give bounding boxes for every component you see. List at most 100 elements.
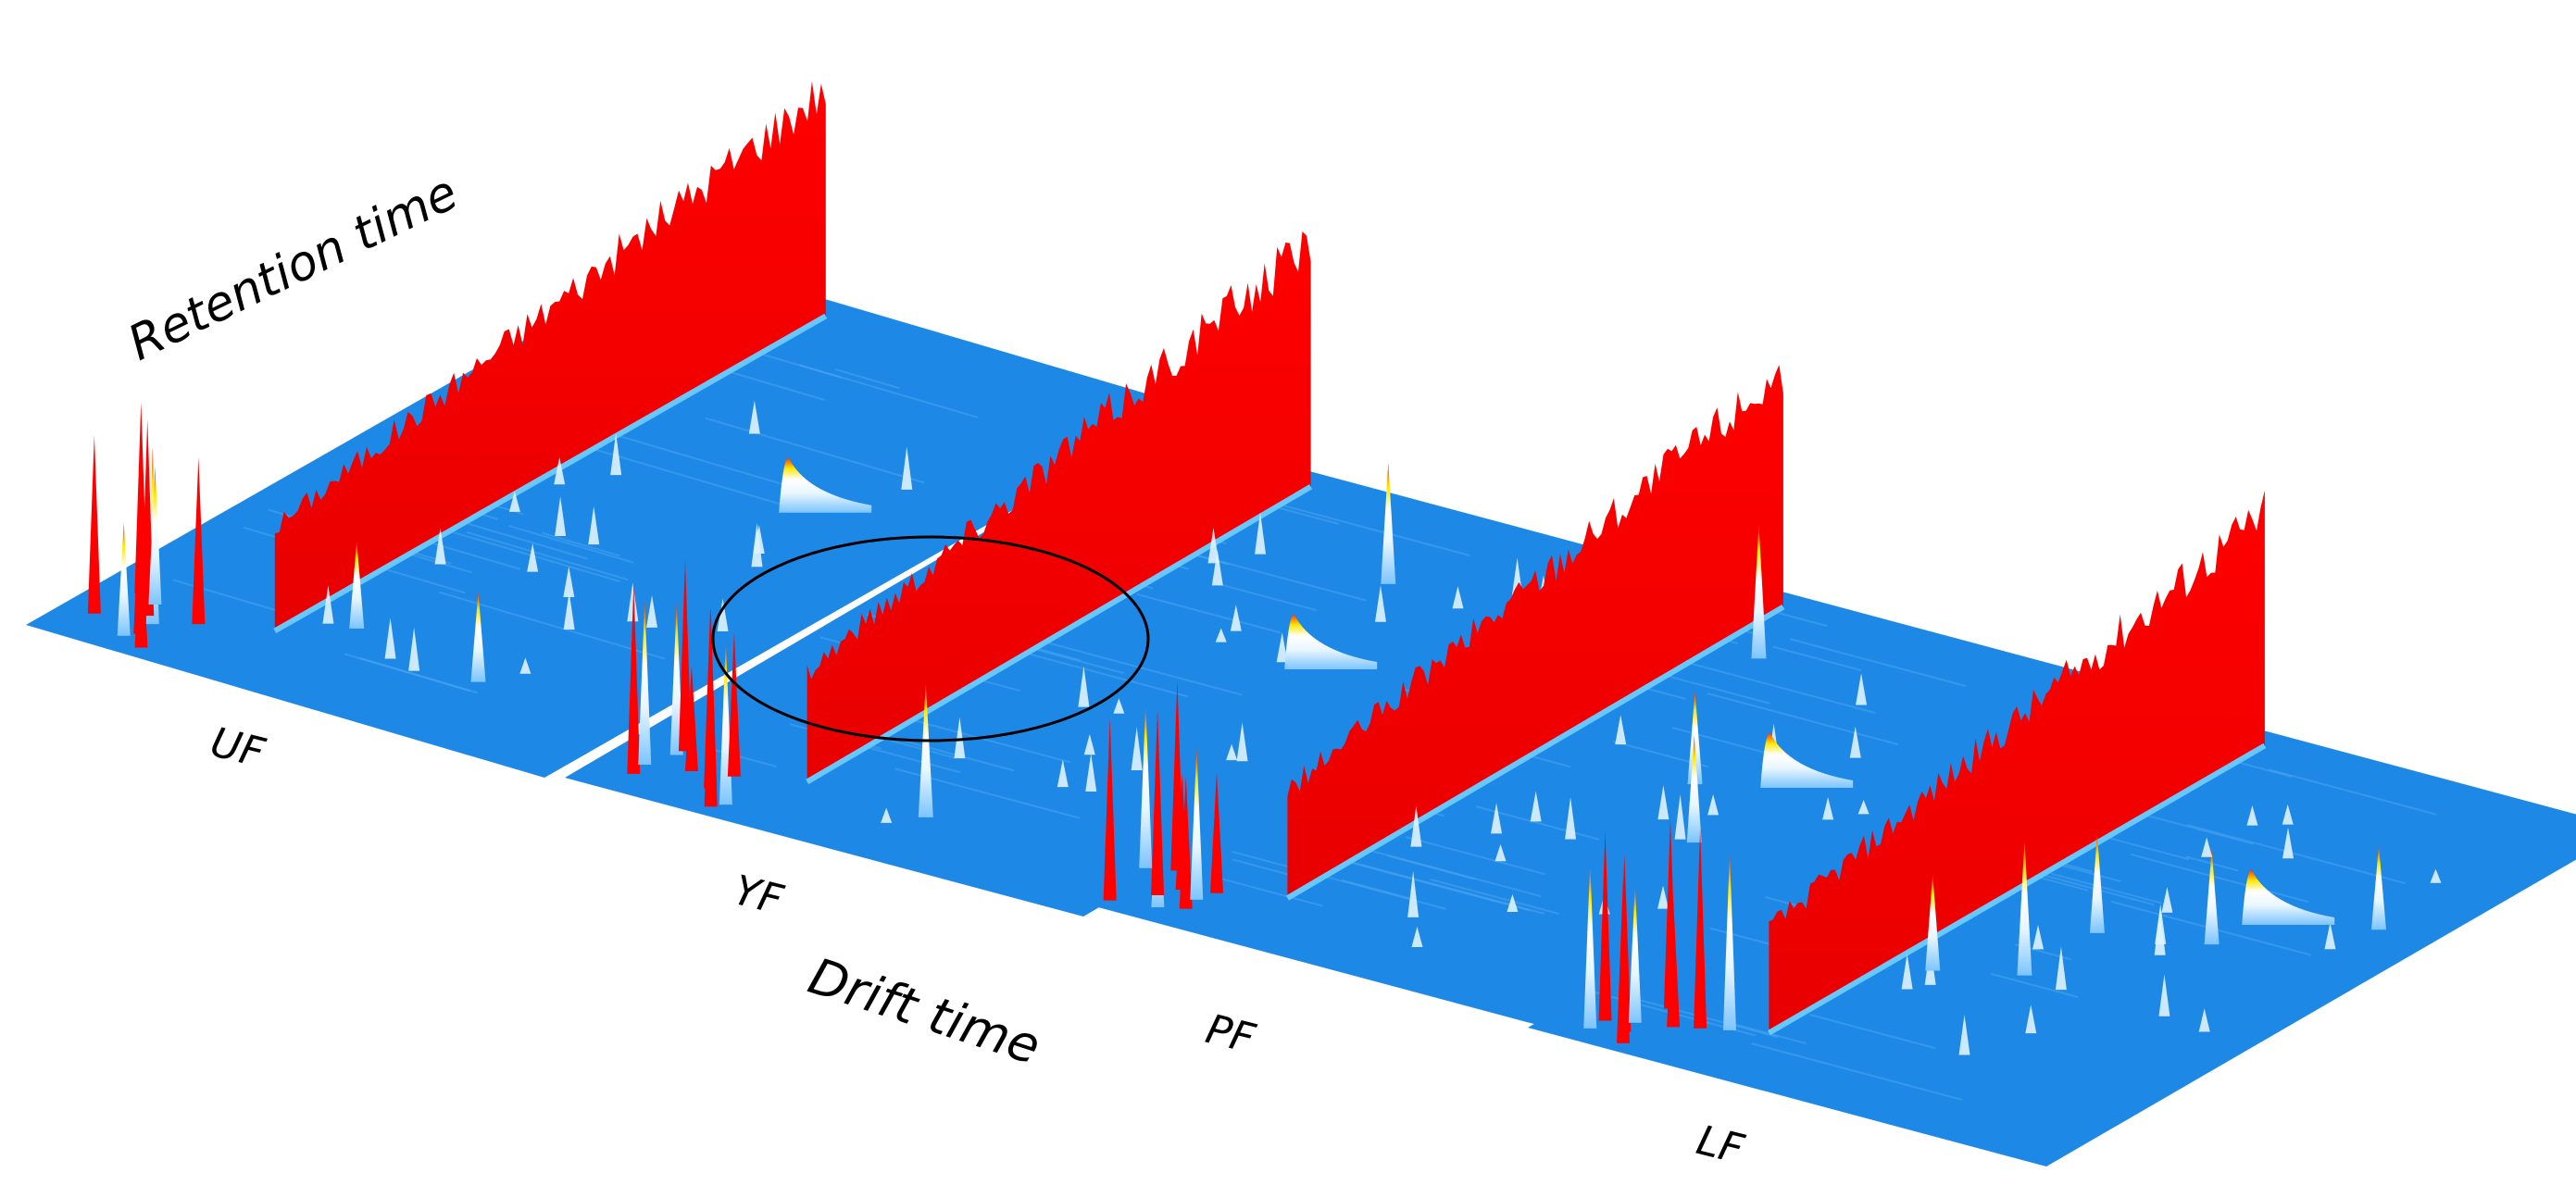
analyte-peak <box>349 541 365 629</box>
analyte-peak <box>2246 805 2258 826</box>
analyte-peak <box>1083 733 1095 755</box>
floor-streak <box>1671 727 1766 754</box>
sample-label-lf: LF <box>1692 1116 1748 1174</box>
rip-wall <box>1769 490 2265 1033</box>
panel-floor <box>565 430 1676 917</box>
analyte-peak <box>1674 793 1686 840</box>
floor-streak <box>508 525 634 564</box>
front-spike <box>192 456 206 625</box>
front-spike <box>1583 863 1597 1029</box>
drift-time-label: Drift time <box>802 946 1047 1076</box>
analyte-peak <box>1494 843 1507 862</box>
front-spike <box>1170 680 1184 871</box>
analyte-peak <box>563 592 575 630</box>
rip-baseline <box>1767 742 2267 1036</box>
floor-streak <box>1990 972 2079 998</box>
front-spike <box>1618 854 1632 1032</box>
floor-streak <box>1728 1021 1807 1045</box>
front-spike <box>627 584 641 774</box>
front-spike <box>1628 884 1642 1023</box>
analyte-peak <box>563 566 575 598</box>
analyte-peak <box>2324 922 2336 950</box>
analyte-peak <box>646 594 658 628</box>
panel-pf <box>1046 365 2148 1032</box>
analyte-peak <box>1276 632 1288 663</box>
analyte-peak <box>1255 512 1267 555</box>
analyte-peak <box>554 456 566 485</box>
rip-baseline <box>806 484 1313 785</box>
floor-streak <box>2051 872 2163 904</box>
analyte-peak <box>2017 841 2032 976</box>
analyte-peak <box>1925 874 1941 971</box>
analyte-peak <box>1207 527 1219 564</box>
analyte-peak <box>1085 754 1097 792</box>
floor-streak <box>466 530 629 581</box>
analyte-peak <box>555 496 567 536</box>
front-spike <box>148 466 162 605</box>
front-spike <box>1103 717 1117 901</box>
analyte-peak <box>610 432 622 476</box>
floor-streak <box>1751 1042 1963 1102</box>
front-spike <box>1598 830 1612 1021</box>
analyte-peak <box>1958 1014 1970 1055</box>
analyte-peak <box>1131 727 1143 771</box>
floor-streak <box>1707 692 1899 746</box>
analyte-peak <box>2025 1004 2037 1034</box>
analyte-peak <box>384 617 396 659</box>
analyte-peak <box>1686 735 1702 843</box>
analyte-peak <box>322 585 334 624</box>
rip-wall <box>274 81 826 631</box>
analyte-peak <box>1491 803 1503 834</box>
sample-label-yf: YF <box>729 867 788 924</box>
front-spike <box>1694 828 1707 1029</box>
floor-streak <box>1165 545 1367 602</box>
analyte-peak <box>2198 1008 2210 1032</box>
panel-floor <box>26 255 1193 778</box>
sample-label-uf: UF <box>206 718 269 778</box>
analyte-peak <box>1856 673 1868 705</box>
analyte-peak <box>751 522 763 568</box>
front-spike <box>1210 772 1224 893</box>
floor-streak <box>1809 1014 1936 1050</box>
tailing-peak <box>1760 732 1854 788</box>
analyte-peak <box>508 491 520 512</box>
analyte-peak <box>1657 785 1669 820</box>
front-spike <box>704 605 718 789</box>
front-spike <box>1190 748 1204 900</box>
front-spike <box>117 522 131 636</box>
analyte-peak <box>1615 715 1627 745</box>
analyte-peak <box>1657 885 1669 909</box>
analyte-peak <box>1822 797 1834 820</box>
tailing-peak <box>1284 614 1378 669</box>
analyte-peak <box>954 717 966 759</box>
analyte-peak <box>1215 628 1227 642</box>
front-spike <box>87 434 101 614</box>
front-spike <box>638 600 652 765</box>
analyte-peak <box>1452 586 1464 609</box>
analyte-peak <box>1078 666 1090 707</box>
analyte-peak <box>527 543 539 572</box>
panel-yf <box>565 231 1676 917</box>
analyte-peak <box>1751 524 1767 659</box>
floor-streak <box>2186 824 2406 885</box>
analyte-peak <box>1411 926 1423 947</box>
analyte-peak <box>627 582 639 622</box>
rip-wall <box>807 231 1311 782</box>
rip-baseline <box>273 313 828 634</box>
front-spike <box>134 402 148 594</box>
floor-streak <box>911 718 1071 764</box>
floor-streak <box>1136 592 1282 634</box>
floor-streak <box>1406 836 1546 876</box>
analyte-peak <box>434 528 446 565</box>
analyte-peak <box>2282 804 2294 825</box>
analyte-peak <box>1707 793 1719 816</box>
floor-streak <box>2268 768 2437 816</box>
front-spike <box>1722 851 1736 1030</box>
analyte-peak <box>408 627 420 671</box>
panel-lf <box>1528 490 2576 1166</box>
rip-wall <box>1287 365 1783 899</box>
floor-streak <box>1221 878 1324 907</box>
floor-streak <box>1790 638 1966 687</box>
analyte-peak <box>470 592 486 682</box>
